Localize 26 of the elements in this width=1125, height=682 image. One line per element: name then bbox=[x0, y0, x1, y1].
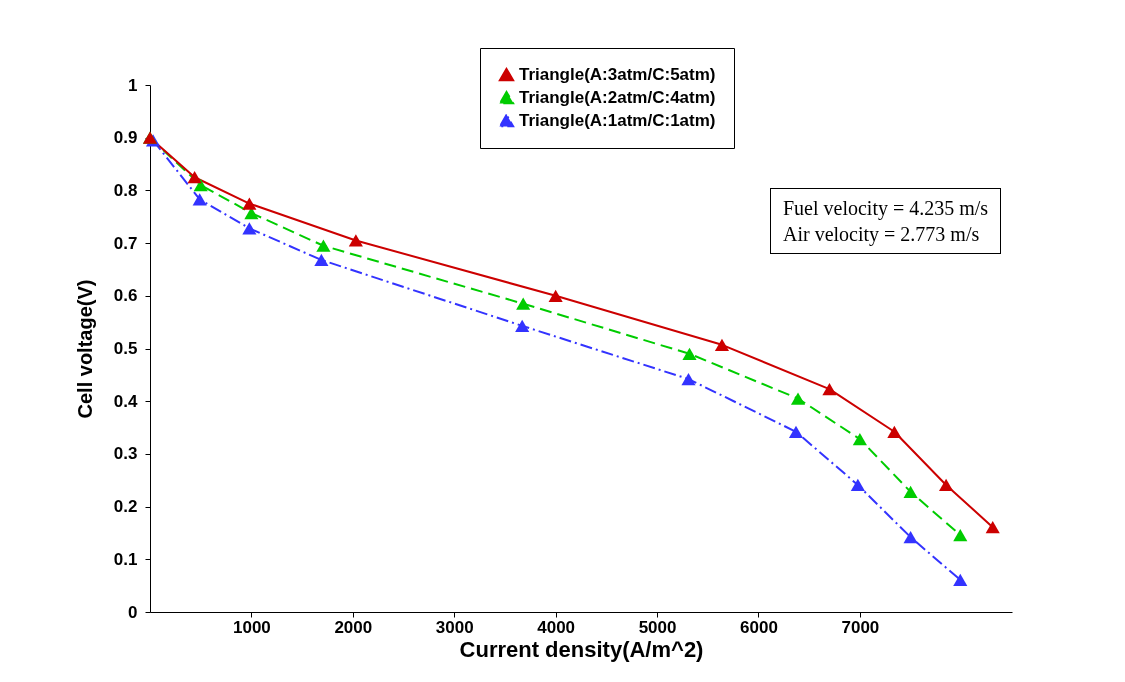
y-tick-label: 0.7 bbox=[113, 233, 138, 253]
y-tick-label: 1 bbox=[128, 75, 138, 95]
y-tick-label: 0.4 bbox=[113, 391, 139, 411]
x-tick-label: 3000 bbox=[435, 617, 474, 637]
x-tick-label: 2000 bbox=[334, 617, 373, 637]
x-tick-label: 6000 bbox=[740, 617, 778, 637]
x-tick-label: 4000 bbox=[537, 617, 576, 637]
y-tick-label: 0 bbox=[128, 602, 138, 622]
y-tick-label: 0.8 bbox=[113, 180, 138, 200]
y-tick-label: 0.6 bbox=[113, 286, 138, 306]
y-tick-label: 0.2 bbox=[113, 497, 138, 517]
y-tick-label: 0.9 bbox=[113, 128, 138, 148]
x-tick-label: 7000 bbox=[841, 617, 880, 637]
y-tick-label: 0.1 bbox=[113, 549, 138, 569]
x-axis-title: Current density(A/m^2) bbox=[459, 636, 704, 662]
x-tick-label: 1000 bbox=[233, 617, 271, 637]
legend-label: Triangle(A:1atm/C:1atm) bbox=[519, 110, 716, 130]
annotation: Air velocity = 2.773 m/s bbox=[783, 222, 981, 247]
legend-label: Triangle(A:3atm/C:5atm) bbox=[519, 64, 716, 84]
annotation: Fuel velocity = 4.235 m/s bbox=[783, 196, 989, 221]
x-tick-label: 5000 bbox=[638, 617, 677, 637]
y-tick-label: 0.3 bbox=[113, 444, 138, 464]
info-box: Fuel velocity = 4.235 m/s Air velocity = 2.773 m/s bbox=[770, 188, 1002, 254]
legend-label: Triangle(A:2atm/C:4atm) bbox=[519, 87, 716, 107]
y-axis-title: Cell voltage(V) bbox=[73, 279, 96, 419]
y-tick-label: 0.5 bbox=[113, 339, 138, 358]
